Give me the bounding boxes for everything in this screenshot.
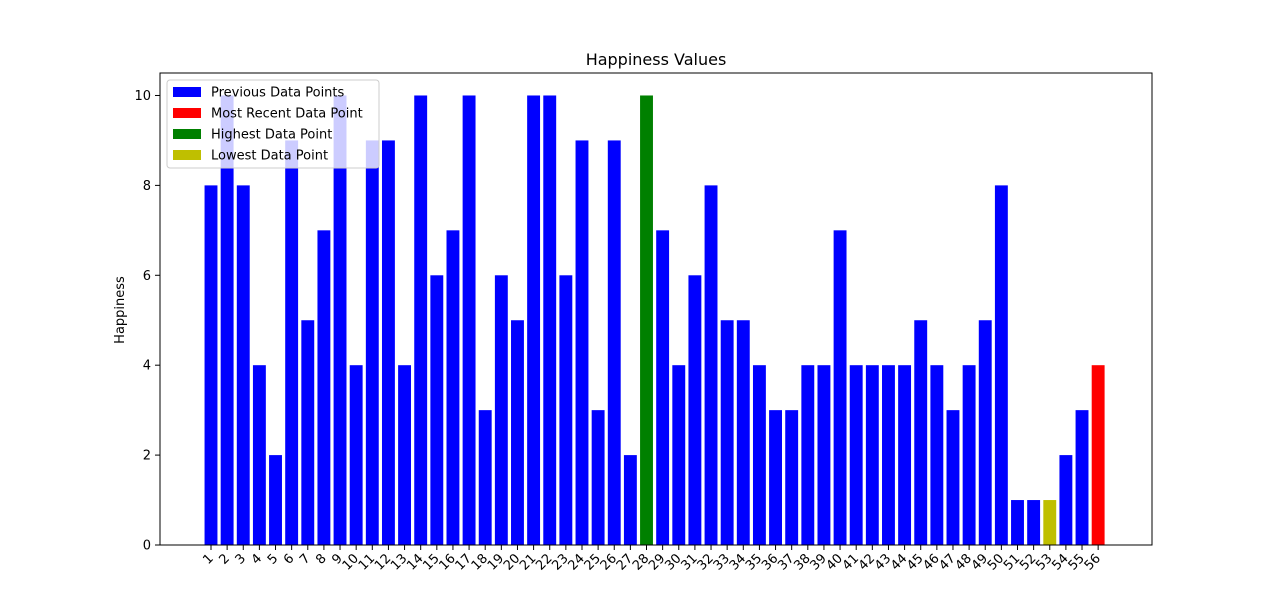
bar-previous-37 bbox=[785, 410, 799, 545]
bar-previous-49 bbox=[978, 320, 992, 545]
bar-previous-35 bbox=[752, 365, 766, 545]
bar-previous-11 bbox=[365, 140, 379, 545]
bar-previous-39 bbox=[817, 365, 831, 545]
y-axis-ticks: 0 2 4 6 8 10 bbox=[134, 89, 160, 554]
bar-previous-19 bbox=[494, 275, 508, 545]
bar-previous-52 bbox=[1027, 500, 1041, 545]
bar-previous-31 bbox=[688, 275, 702, 545]
legend: Previous Data Points Most Recent Data Poi… bbox=[166, 79, 380, 169]
y-axis-label: Happiness bbox=[113, 276, 128, 344]
legend-label: Most Recent Data Point bbox=[211, 107, 363, 122]
bar-previous-46 bbox=[930, 365, 944, 545]
bar-previous-10 bbox=[349, 365, 363, 545]
bar-previous-42 bbox=[865, 365, 879, 545]
bar-previous-50 bbox=[994, 185, 1008, 545]
bar-previous-29 bbox=[656, 230, 670, 545]
bar-previous-30 bbox=[672, 365, 686, 545]
bar-previous-55 bbox=[1075, 410, 1089, 545]
legend-swatch bbox=[173, 108, 201, 118]
x-axis-ticks: 1 2 3 4 5 6 7 8 91011121314151617181920212223242… bbox=[200, 545, 1104, 574]
legend-box bbox=[166, 79, 380, 169]
bar-previous-44 bbox=[898, 365, 912, 545]
x-tick-label: 8 bbox=[313, 551, 329, 567]
bar-previous-41 bbox=[849, 365, 863, 545]
bar-highest-28 bbox=[640, 95, 653, 545]
bars-layer bbox=[204, 95, 1105, 545]
bar-most-recent-56 bbox=[1091, 365, 1105, 545]
legend-swatch bbox=[173, 150, 201, 160]
bar-previous-7 bbox=[301, 320, 315, 545]
bar-previous-48 bbox=[962, 365, 976, 545]
bar-previous-54 bbox=[1059, 455, 1073, 545]
y-tick-label: 6 bbox=[143, 269, 151, 284]
chart-title: Happiness Values bbox=[586, 50, 727, 69]
bar-previous-38 bbox=[801, 365, 815, 545]
x-tick-label: 4 bbox=[249, 551, 265, 567]
bar-previous-34 bbox=[736, 320, 750, 545]
bar-previous-18 bbox=[478, 410, 492, 545]
x-tick-label: 56 bbox=[1082, 551, 1104, 573]
bar-previous-13 bbox=[398, 365, 412, 545]
bar-previous-15 bbox=[430, 275, 444, 545]
bar-previous-22 bbox=[543, 95, 557, 545]
bar-previous-6 bbox=[285, 140, 299, 545]
bar-previous-14 bbox=[414, 95, 428, 545]
bar-previous-23 bbox=[559, 275, 573, 545]
bar-previous-27 bbox=[623, 455, 637, 545]
bar-previous-47 bbox=[946, 410, 960, 545]
bar-previous-36 bbox=[769, 410, 782, 545]
legend-label: Highest Data Point bbox=[211, 128, 332, 143]
bar-previous-3 bbox=[236, 185, 250, 545]
bar-previous-12 bbox=[381, 140, 395, 545]
y-tick-label: 2 bbox=[143, 449, 151, 464]
bar-previous-24 bbox=[575, 140, 589, 545]
bar-previous-26 bbox=[607, 140, 621, 545]
x-tick-label: 6 bbox=[281, 551, 297, 567]
y-tick-label: 8 bbox=[143, 179, 151, 194]
bar-lowest-53 bbox=[1043, 500, 1057, 545]
bar-previous-1 bbox=[204, 185, 218, 545]
axes-frame bbox=[159, 72, 1153, 546]
bar-previous-16 bbox=[446, 230, 460, 545]
legend-label: Previous Data Points bbox=[211, 86, 345, 101]
bar-previous-21 bbox=[527, 95, 541, 545]
x-tick-label: 1 bbox=[200, 551, 216, 567]
y-tick-label: 10 bbox=[134, 89, 151, 104]
bar-previous-2 bbox=[220, 95, 234, 545]
y-tick-label: 4 bbox=[143, 359, 151, 374]
y-tick-label: 0 bbox=[143, 539, 151, 554]
bar-previous-45 bbox=[914, 320, 928, 545]
legend-swatch bbox=[173, 129, 201, 139]
bar-previous-9 bbox=[333, 95, 347, 545]
bar-previous-43 bbox=[882, 365, 895, 545]
x-tick-label: 2 bbox=[216, 551, 232, 567]
bar-previous-20 bbox=[511, 320, 524, 545]
bar-previous-51 bbox=[1011, 500, 1024, 545]
x-tick-label: 5 bbox=[265, 551, 281, 567]
legend-label: Lowest Data Point bbox=[211, 149, 328, 164]
x-tick-label: 3 bbox=[233, 551, 249, 567]
bar-previous-40 bbox=[833, 230, 847, 545]
bar-previous-32 bbox=[704, 185, 718, 545]
bar-previous-8 bbox=[317, 230, 331, 545]
bar-previous-33 bbox=[720, 320, 734, 545]
bar-previous-17 bbox=[462, 95, 476, 545]
bar-previous-4 bbox=[252, 365, 266, 545]
legend-swatch bbox=[173, 87, 201, 97]
bar-previous-5 bbox=[269, 455, 282, 545]
bar-previous-25 bbox=[591, 410, 605, 545]
x-tick-label: 7 bbox=[297, 551, 313, 567]
